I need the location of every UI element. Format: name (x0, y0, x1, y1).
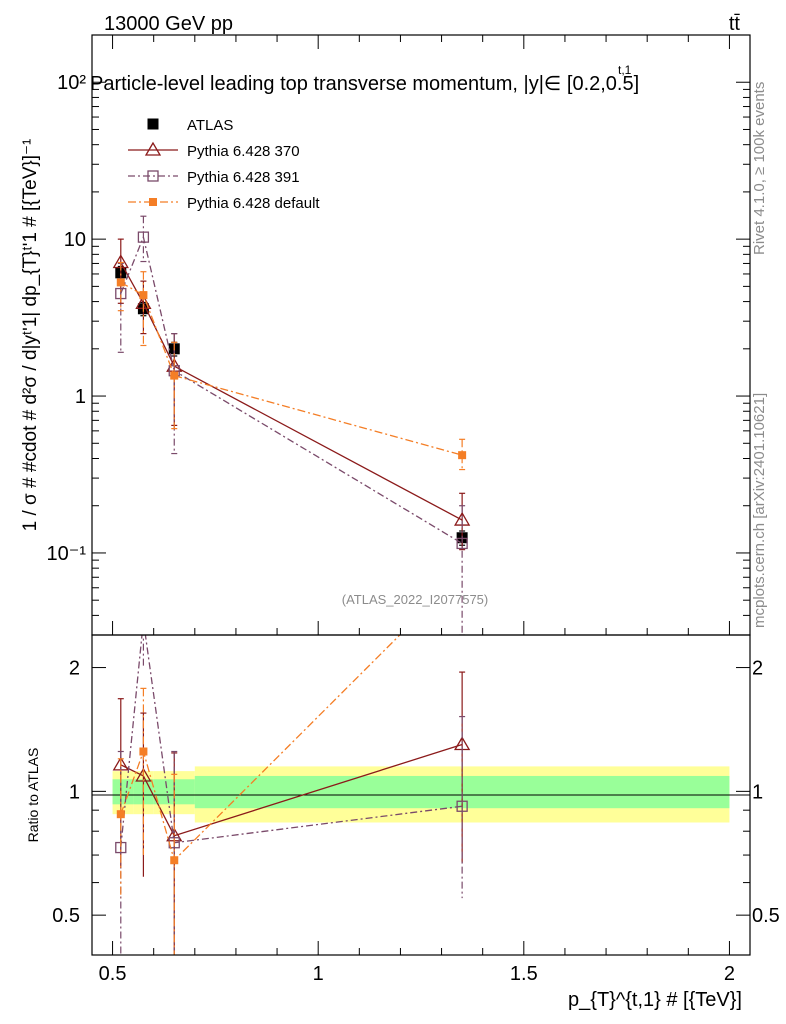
ratio-y-tick-label-0: 0.5 (52, 905, 80, 927)
series-2-main-line (120, 234, 463, 544)
main-y-tick-label-2: 10 (64, 229, 86, 251)
ratio-y-tick-label-2: 2 (69, 658, 80, 680)
series-3-ratio-point-2 (170, 856, 179, 865)
legend-marker-0 (147, 118, 159, 130)
series-3-main-line (120, 281, 463, 456)
x-tick-label-2: 1.5 (510, 963, 538, 985)
series-3-ratio-point-1 (139, 747, 148, 756)
energy-label: 13000 GeV pp (104, 13, 233, 35)
series-3-point-1 (139, 291, 148, 300)
series-2-point-3 (456, 537, 468, 550)
series-2-ratio-point-3 (456, 800, 468, 812)
ratio-series-layer (112, 616, 471, 955)
series-2-ratio-point-1 (138, 616, 148, 626)
ratio-plot-frame (91, 634, 751, 956)
series-3-ratio-line (120, 635, 401, 862)
chart-title: Particle-level leading top transverse mo… (90, 73, 639, 95)
main-y-tick-label-0: 10⁻¹ (47, 543, 87, 565)
analysis-watermark: (ATLAS_2022_I2077575) (342, 592, 488, 607)
series-2-point-1 (137, 231, 150, 243)
legend-label-1: Pythia 6.428 370 (187, 143, 300, 160)
series-3-ratio-point-0 (116, 810, 125, 819)
ratio-uncertainty-bands (112, 766, 730, 823)
ratio-y-tick-label-right-1: 1 (752, 781, 763, 803)
x-tick-label-1: 1 (313, 963, 324, 985)
x-axis-title: p_{T}^{t,1} # [{TeV}] (568, 989, 742, 1011)
legend-label-3: Pythia 6.428 default (187, 195, 320, 212)
legend-marker-2 (147, 170, 159, 182)
legend-label-2: Pythia 6.428 391 (187, 169, 300, 186)
ratio-y-axis-title: Ratio to ATLAS (25, 748, 41, 843)
series-3-point-3 (458, 451, 467, 460)
chart-title-superscript: t,1 (618, 63, 632, 77)
main-y-tick-label-1: 1 (75, 386, 86, 408)
process-label: tt̄ (729, 13, 741, 35)
stat-uncertainty-band-0 (112, 779, 134, 805)
series-1-main-line (120, 262, 463, 521)
legend-marker-3 (149, 198, 157, 206)
ratio-y-tick-label-right-2: 2 (752, 658, 763, 680)
main-y-tick-label-3: 10² (57, 72, 86, 94)
ratio-y-tick-label-1: 1 (69, 781, 80, 803)
main-y-axis-title: 1 / σ # #cdot # d²σ / d|yᵗʹ1| dp_{T}ᵗʹ1 … (20, 139, 41, 532)
series-3-point-0 (116, 278, 125, 287)
x-tick-label-0: 0.5 (99, 963, 127, 985)
legend: ATLAS Pythia 6.428 370 Pythia 6.428 391 Pyt… (128, 117, 320, 212)
legend-label-0: ATLAS (187, 117, 233, 134)
ratio-y-tick-label-right-0: 0.5 (752, 905, 780, 927)
series-3-point-2 (170, 371, 179, 380)
legend-marker-1 (144, 141, 162, 156)
x-tick-label-3: 2 (724, 963, 735, 985)
axis-ticks: 0.5 1 1.5 2 10⁻¹ 1 10 10² 0.5 0.5 1 1 2 2 (47, 34, 780, 985)
main-series-layer (112, 215, 471, 635)
series-2-ratio-line (120, 635, 463, 848)
source-label: mcplots.cern.ch [arXiv:2401.10621] (751, 393, 768, 628)
rivet-version-label: Rivet 4.1.0, ≥ 100k events (751, 82, 768, 255)
